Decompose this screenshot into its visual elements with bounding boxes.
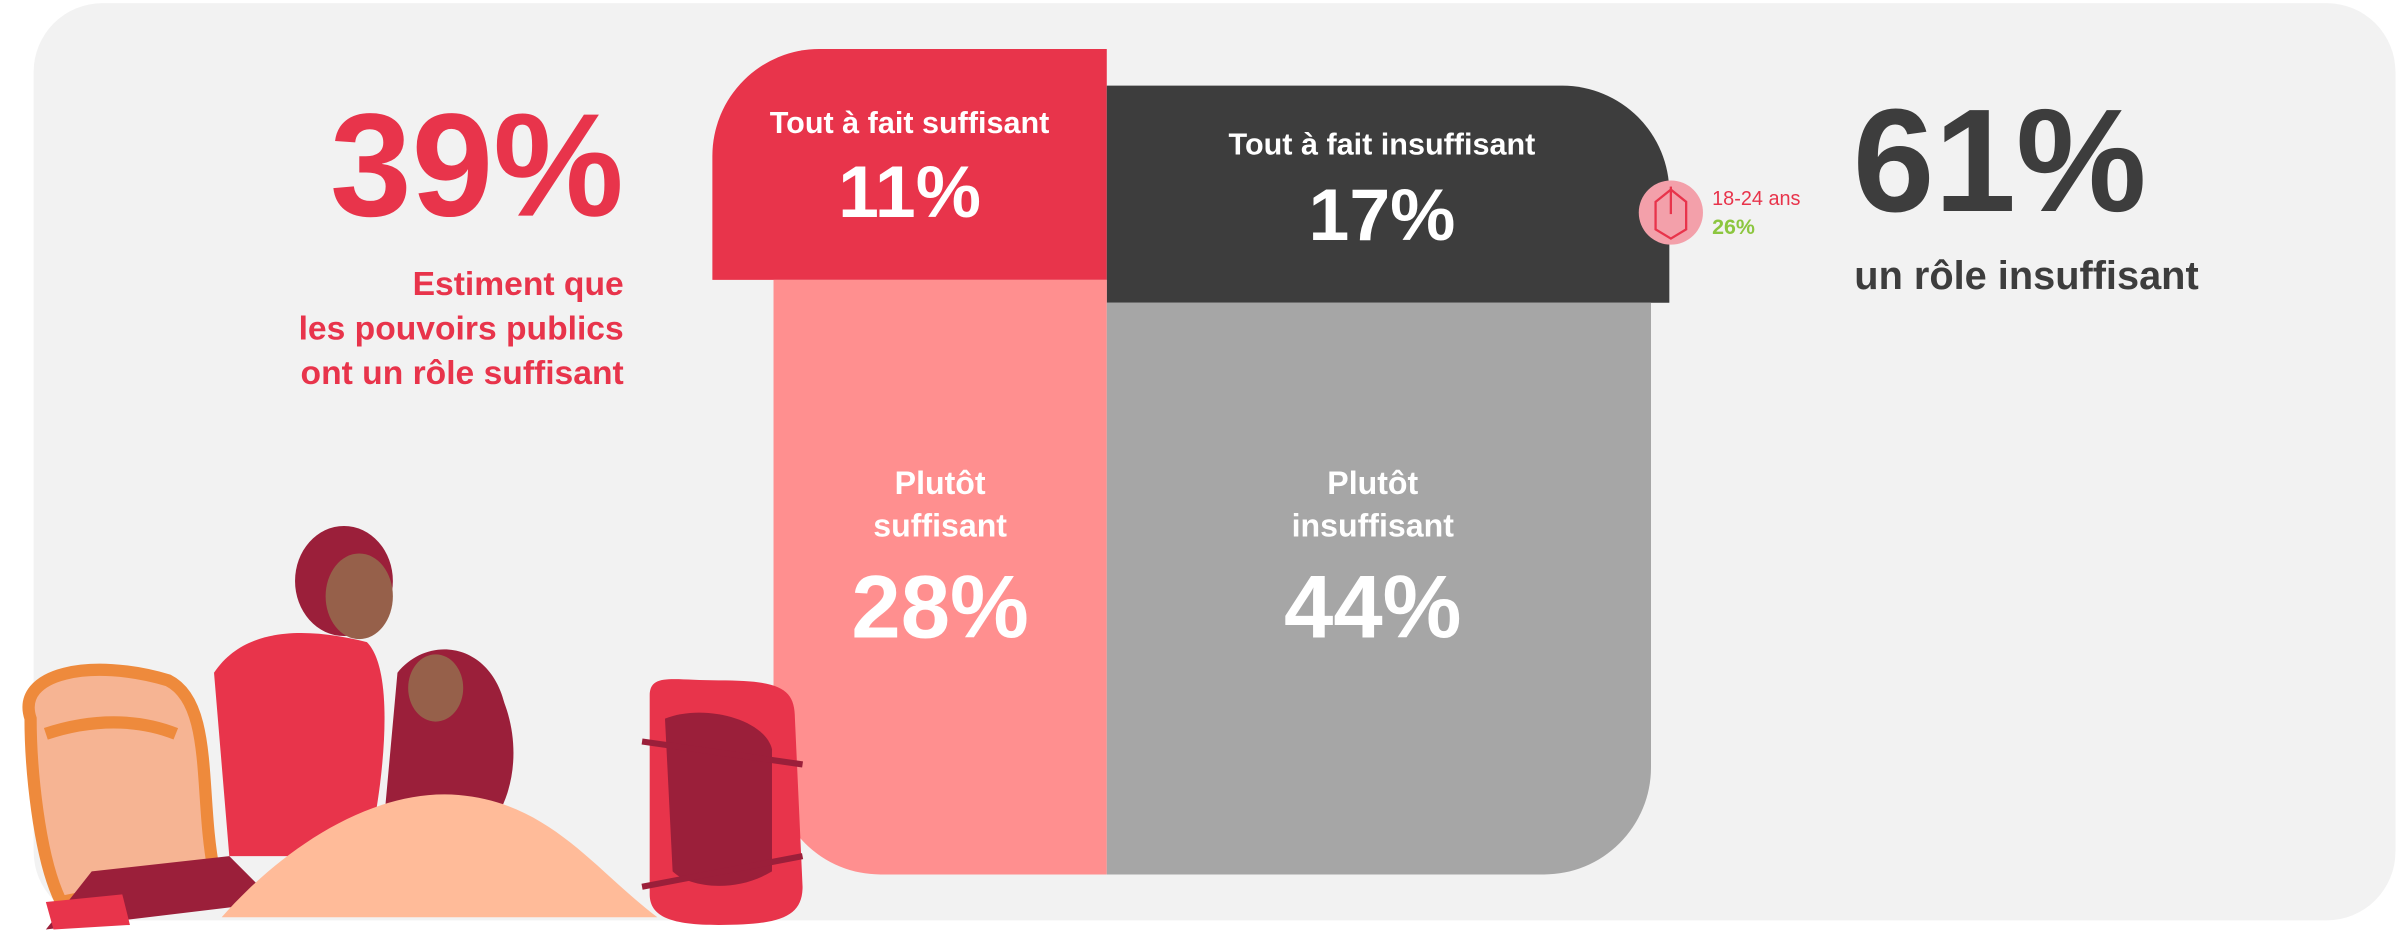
block-label: Plutôt	[1327, 465, 1418, 501]
callout-value: 26%	[1712, 215, 1755, 239]
left-caption: ont un rôle suffisant	[301, 355, 624, 392]
left-caption: les pouvoirs publics	[299, 310, 624, 347]
left-caption: Estiment que	[413, 266, 624, 303]
block-label: Plutôt	[895, 465, 986, 501]
callout-label: 18-24 ans	[1712, 188, 1800, 210]
block-label: suffisant	[873, 508, 1007, 544]
block-value: 44%	[1284, 558, 1461, 657]
block-value: 28%	[851, 558, 1028, 657]
block-value: 11%	[838, 151, 981, 233]
block-value: 17%	[1309, 174, 1456, 256]
block-very-sufficient	[712, 48, 1107, 280]
block-label: Tout à fait insuffisant	[1229, 127, 1536, 161]
block-very-insufficient	[1106, 85, 1670, 303]
block-label: Tout à fait suffisant	[770, 106, 1050, 140]
illustration	[22, 525, 804, 930]
block-rather-sufficient	[773, 279, 1107, 875]
right-caption: un rôle insuffisant	[1854, 254, 2198, 298]
age-icon	[1638, 180, 1703, 245]
left-percent: 39%	[330, 84, 624, 248]
block-label: insuffisant	[1292, 508, 1455, 544]
right-percent: 61%	[1853, 79, 2147, 243]
block-rather-insufficient	[1106, 302, 1651, 875]
